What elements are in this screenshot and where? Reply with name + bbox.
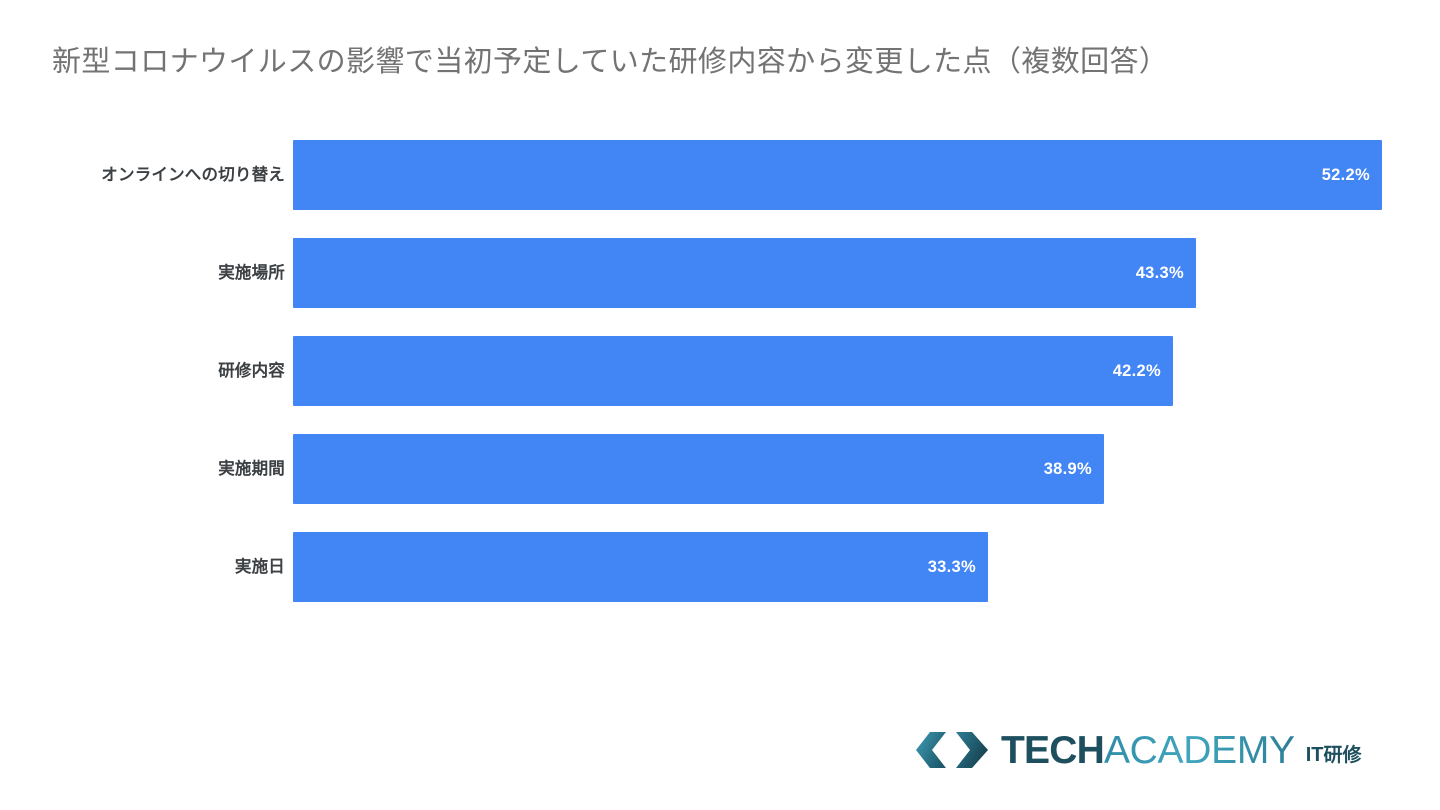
techacademy-logo: TECH ACADEMY IT研修	[916, 722, 1362, 778]
bar-value-label: 42.2%	[1112, 362, 1161, 380]
chart-plot-area: オンラインへの切り替え 52.2% 実施場所 43.3% 研修内容 42.2% …	[0, 130, 1440, 620]
bar-value-label: 33.3%	[927, 558, 976, 576]
logo-wordmark: TECH ACADEMY IT研修	[1001, 731, 1362, 770]
bar-segment[interactable]: 33.3%	[293, 532, 988, 602]
category-label: 実施期間	[218, 460, 285, 478]
code-chevrons-icon	[916, 732, 988, 768]
logo-suffix: IT研修	[1306, 745, 1362, 765]
bar-row: 実施日 33.3%	[0, 532, 1440, 602]
bar-row: 実施期間 38.9%	[0, 434, 1440, 504]
bar-segment[interactable]: 38.9%	[293, 434, 1104, 504]
category-label: 研修内容	[218, 362, 285, 380]
logo-suffix-jp: 研修	[1323, 744, 1362, 766]
bar-value-label: 52.2%	[1321, 166, 1370, 184]
logo-text-tech: TECH	[1001, 728, 1105, 772]
logo-text-academy: ACADEMY	[1103, 728, 1295, 772]
bar-segment[interactable]: 43.3%	[293, 238, 1196, 308]
logo-suffix-latin: IT	[1305, 743, 1324, 766]
bar-segment[interactable]: 42.2%	[293, 336, 1173, 406]
category-label: 実施日	[234, 558, 285, 576]
category-label: 実施場所	[218, 264, 285, 282]
bar-row: 実施場所 43.3%	[0, 238, 1440, 308]
bar-segment[interactable]: 52.2%	[293, 140, 1382, 210]
bar-row: 研修内容 42.2%	[0, 336, 1440, 406]
bar-value-label: 38.9%	[1043, 460, 1092, 478]
bar-row: オンラインへの切り替え 52.2%	[0, 140, 1440, 210]
bar-value-label: 43.3%	[1135, 264, 1184, 282]
category-label: オンラインへの切り替え	[101, 166, 285, 184]
chart-title: 新型コロナウイルスの影響で当初予定していた研修内容から変更した点（複数回答）	[52, 46, 1169, 78]
